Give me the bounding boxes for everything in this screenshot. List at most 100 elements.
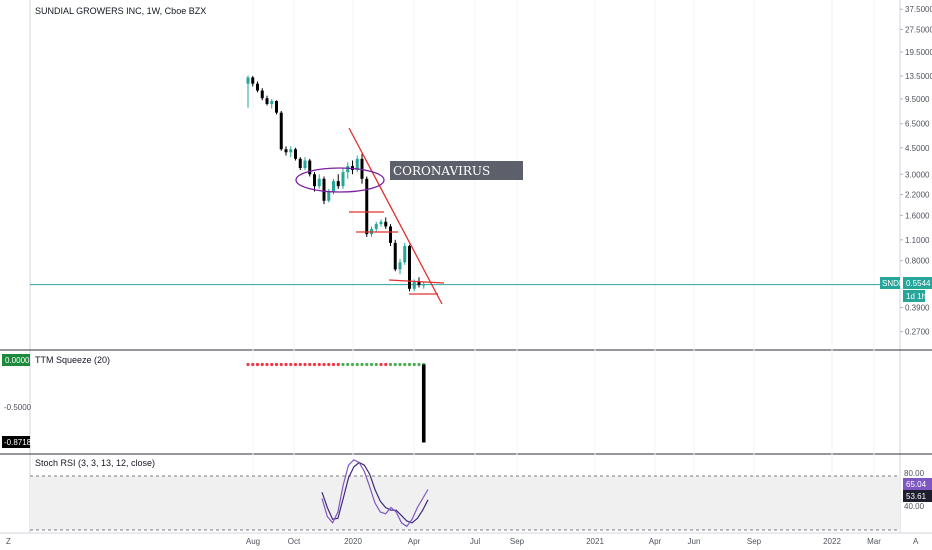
candle-body[interactable] [346,166,350,173]
candle-body[interactable] [275,101,278,113]
candle-body[interactable] [374,224,378,229]
candle-body[interactable] [408,246,411,289]
candle-body[interactable] [389,226,392,243]
time-tick-label: 2022 [823,537,841,546]
squeeze-dot [308,362,312,367]
candle-body[interactable] [313,174,316,187]
time-tick-label: 2021 [586,537,604,546]
price-tick-label: 13.5000 [905,72,932,81]
squeeze-dot [379,362,383,367]
squeeze-dot [365,362,369,367]
candle-body[interactable] [298,158,302,169]
squeeze-dot [384,362,388,367]
candle-body[interactable] [355,158,359,171]
candle-body[interactable] [294,149,297,159]
support-line-3[interactable] [388,279,445,284]
last-price-badge[interactable] [903,277,932,289]
squeeze-dot [336,362,340,367]
ttm-zero-badge [2,354,30,366]
price-tick-label: 2.2000 [905,191,930,200]
squeeze-dot [246,362,250,367]
candle-body[interactable] [365,178,369,235]
candle-body[interactable] [393,242,397,270]
price-tick-label: 1.1000 [905,236,930,245]
squeeze-dot [298,362,302,367]
rsi-d-badge-text: 53.61 [906,492,927,501]
annotation-box[interactable] [390,161,523,180]
countdown-badge [903,290,925,302]
time-tick-label: Apr [408,537,421,546]
candle-body[interactable] [289,149,293,153]
candle-body[interactable] [327,191,331,201]
squeeze-dot [274,362,279,367]
candle-body[interactable] [265,98,269,104]
time-tick-label: Apr [649,537,662,546]
price-tick-label: 0.2700 [905,328,930,337]
rsi-d-badge [903,490,932,502]
candle-body[interactable] [398,262,402,270]
squeeze-dot [350,362,355,367]
downtrend-line[interactable] [348,127,443,305]
candle-body[interactable] [270,101,274,104]
squeeze-dot [403,362,407,367]
squeeze-dot [398,362,402,367]
rsi-k-line[interactable] [321,459,429,528]
candle-body[interactable] [303,160,307,169]
ttm-histogram-bar[interactable] [421,364,426,443]
candle-body[interactable] [417,281,421,286]
highlight-ellipse[interactable] [295,167,385,193]
squeeze-dot [303,362,307,367]
time-tick-label: Jul [470,537,480,546]
squeeze-dot [317,362,321,367]
time-tick-label: Sep [510,537,525,546]
vertical-grid [252,0,875,533]
price-axis[interactable]: 37.5000 27.5000 19.5000 13.5000 9.5000 6.5000… [900,5,932,337]
candle-body[interactable] [317,178,321,187]
candle-body[interactable] [341,172,345,187]
candle-body[interactable] [332,181,335,192]
time-tick-label: Oct [288,537,301,546]
symbol-badge[interactable] [880,277,900,289]
candle-body[interactable] [260,90,264,99]
squeeze-dot [331,362,336,367]
squeeze-dot [355,362,359,367]
candle-body[interactable] [256,83,259,91]
candle-body[interactable] [412,281,416,289]
auto-scale-toggle[interactable]: A [913,537,919,546]
squeeze-dot [270,362,274,367]
squeeze-dot [265,362,269,367]
squeeze-dot [279,362,283,367]
rsi-k-badge-text: 65.04 [906,480,927,489]
squeeze-dot [388,362,393,367]
price-tick-label: 9.5000 [905,95,930,104]
time-tick-label: Jun [688,537,701,546]
squeeze-dot [327,362,331,367]
candle-body[interactable] [279,112,283,150]
candle-body[interactable] [308,160,312,175]
squeeze-dot [346,362,350,367]
candle-body[interactable] [360,158,364,179]
candle-body[interactable] [251,77,255,84]
chart-title: SUNDIAL GROWERS INC, 1W, Cboe BZX [35,6,206,16]
price-tick-label: 0.3900 [905,304,930,313]
timezone-toggle[interactable]: Z [6,537,11,546]
candle-body[interactable] [322,178,326,201]
ttm-last-badge [2,436,30,448]
candle-body[interactable] [336,181,340,187]
squeeze-dot [289,362,293,367]
candle-body[interactable] [384,221,388,227]
candle-body[interactable] [284,149,288,153]
candle-body[interactable] [403,246,407,263]
time-axis[interactable]: Aug Oct 2020 Apr Jul Sep 2021 Apr Jun Sep 2022 Mar [246,537,881,546]
time-tick-label: Sep [747,537,762,546]
candle-body[interactable] [379,221,383,225]
price-tick-label: 3.0000 [905,170,930,179]
squeeze-dot [393,362,397,367]
candle-body[interactable] [246,77,250,84]
annotation-text: CORONAVIRUS [393,164,490,178]
candle-body[interactable] [422,284,426,286]
drawings-layer[interactable]: CORONAVIRUS [295,127,523,305]
ttm-title: TTM Squeeze (20) [35,355,110,365]
